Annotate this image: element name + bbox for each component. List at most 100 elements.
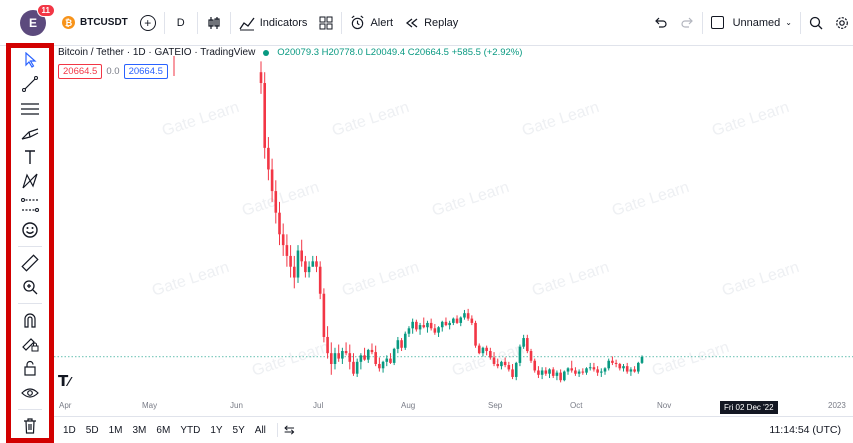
measure-tool[interactable]: [11, 251, 49, 275]
symbol-search-button[interactable]: ₿ BTCUSDT: [56, 8, 134, 38]
x-axis-label: Apr: [59, 401, 72, 410]
watermark-text: Gate Learn: [160, 99, 241, 140]
candle-body: [344, 351, 348, 354]
templates-button[interactable]: [313, 8, 339, 38]
lock-drawings-tool[interactable]: [11, 332, 49, 356]
candle-body: [426, 322, 429, 328]
candle-body: [322, 293, 326, 337]
range-1y[interactable]: 1Y: [210, 424, 223, 436]
candle-body: [304, 261, 307, 273]
settings-button[interactable]: [829, 8, 853, 38]
range-all[interactable]: All: [254, 424, 266, 436]
candle-body: [455, 318, 459, 323]
indicators-button[interactable]: Indicators: [233, 8, 314, 38]
candle-body: [278, 212, 281, 235]
replay-button[interactable]: Replay: [399, 8, 464, 38]
notification-badge: 11: [36, 3, 55, 17]
avatar[interactable]: E 11: [20, 3, 55, 36]
trend-line-tool[interactable]: [11, 72, 49, 96]
separator: [800, 11, 801, 34]
candle-body: [355, 361, 359, 374]
compare-add-button[interactable]: +: [134, 8, 162, 38]
x-axis-label: Sep: [488, 401, 503, 410]
candle-body: [359, 355, 363, 362]
candle-body: [577, 371, 581, 374]
forecast-tool[interactable]: [11, 193, 49, 217]
clock-utc[interactable]: 11:14:54 (UTC): [769, 424, 841, 436]
forecast-icon: [21, 198, 39, 213]
candle-body: [307, 266, 311, 273]
candle-body: [600, 371, 603, 373]
tradingview-logo[interactable]: T⁄: [58, 372, 71, 390]
indicators-icon: [239, 17, 255, 30]
visibility-tool[interactable]: [11, 381, 49, 405]
candle-body: [381, 361, 385, 369]
candle-body: [318, 266, 322, 294]
buy-price-button[interactable]: 20664.5: [123, 64, 168, 79]
candle-body: [329, 353, 333, 364]
candle-body: [259, 72, 263, 84]
market-open-dot: [263, 49, 270, 56]
date-range-icon[interactable]: ⇆: [283, 422, 295, 437]
watermark-text: Gate Learn: [720, 259, 801, 300]
candle-body: [588, 367, 592, 369]
range-ytd[interactable]: YTD: [180, 424, 201, 436]
search-button[interactable]: [803, 8, 829, 38]
zoom-in-tool[interactable]: [11, 275, 49, 299]
range-6m[interactable]: 6M: [156, 424, 171, 436]
candle-body: [585, 368, 588, 373]
watermark-text: Gate Learn: [150, 259, 231, 300]
trash-icon: [24, 418, 36, 434]
drawing-toolbar: [6, 43, 54, 443]
redo-button[interactable]: [674, 8, 700, 38]
candle-body: [511, 369, 514, 377]
trend-line-icon: [22, 76, 38, 93]
chart-type-button[interactable]: [200, 8, 228, 38]
lock-drawing-icon: [22, 338, 39, 352]
candle-body: [551, 369, 555, 376]
candle-body: [433, 328, 437, 333]
pitchfork-tool[interactable]: [11, 121, 49, 145]
layout-menu-button[interactable]: Unnamed ⌄: [705, 8, 798, 38]
candle-body: [411, 321, 414, 329]
candle-body: [333, 353, 337, 364]
pattern-tool[interactable]: [11, 169, 49, 193]
separator: [163, 11, 165, 34]
candle-body: [633, 369, 636, 372]
chart-pane[interactable]: Gate Learn Gate Learn Gate Learn Gate Learn…: [54, 46, 853, 416]
candle-body: [267, 147, 270, 170]
candle-body: [485, 347, 488, 352]
watermark-text: Gate Learn: [430, 179, 511, 220]
alert-button[interactable]: Alert: [344, 8, 399, 38]
emoji-tool[interactable]: [11, 217, 49, 241]
candle-body: [348, 353, 352, 362]
text-tool[interactable]: [11, 145, 49, 169]
zoom-in-icon: [23, 280, 38, 295]
range-5y[interactable]: 5Y: [232, 424, 245, 436]
range-1m[interactable]: 1M: [108, 424, 123, 436]
candle-body: [463, 313, 466, 318]
remove-drawings-tool[interactable]: [11, 414, 49, 438]
interval-button[interactable]: D: [176, 16, 185, 29]
range-5d[interactable]: 5D: [85, 424, 99, 436]
horizontal-lines-tool[interactable]: [11, 96, 49, 120]
range-1d[interactable]: 1D: [63, 424, 76, 436]
sell-price-button[interactable]: 20664.5: [58, 64, 103, 79]
candle-body: [489, 351, 492, 358]
lock-tool[interactable]: [11, 356, 49, 380]
range-3m[interactable]: 3M: [132, 424, 147, 436]
candles-icon: [208, 16, 220, 29]
candlestick-chart[interactable]: Gate Learn Gate Learn Gate Learn Gate Learn…: [54, 46, 853, 416]
candle-body: [459, 317, 463, 323]
candle-body: [370, 349, 374, 353]
magnet-tool[interactable]: [11, 308, 49, 332]
cursor-tool[interactable]: [11, 48, 49, 72]
candle-body: [629, 369, 633, 372]
undo-button[interactable]: [648, 8, 674, 38]
candle-body: [296, 250, 300, 278]
candle-body: [603, 368, 607, 372]
alarm-clock-icon: [351, 15, 364, 30]
candle-body: [581, 371, 585, 373]
x-axis-label: May: [142, 401, 157, 410]
candle-body: [444, 321, 448, 326]
